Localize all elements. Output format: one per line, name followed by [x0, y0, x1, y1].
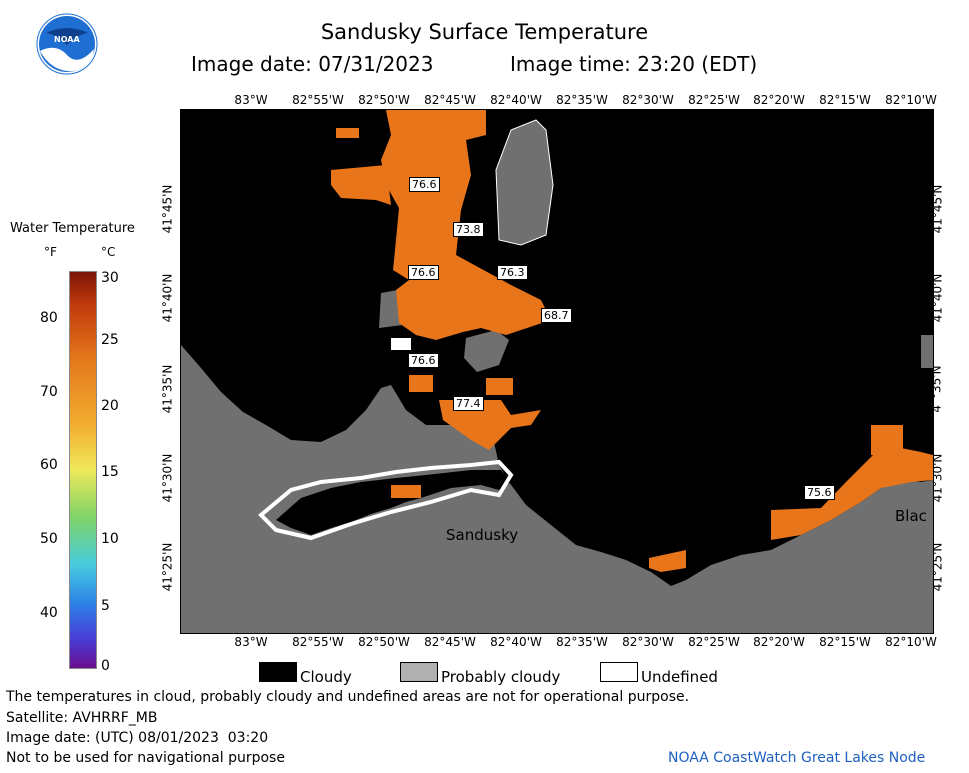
- map-panel: 76.6 73.8 76.6 76.3 68.7 76.6 77.4 75.6 …: [180, 109, 934, 634]
- image-time: Image time: 23:20 (EDT): [510, 52, 758, 76]
- warm-water: [381, 110, 551, 340]
- warm-water: [409, 375, 433, 392]
- warm-water: [439, 400, 541, 450]
- lon-label: 82°30'W: [622, 93, 674, 107]
- legend-swatch-cloudy: [259, 662, 297, 682]
- cb-c-tick: 10: [101, 531, 119, 547]
- temp-label: 76.6: [409, 177, 440, 192]
- warm-water: [871, 425, 903, 455]
- lon-label: 83°W: [234, 93, 268, 107]
- lon-label: 82°40'W: [490, 93, 542, 107]
- footer-disclaimer: The temperatures in cloud, probably clou…: [6, 689, 690, 705]
- cb-c-tick: 30: [101, 270, 119, 286]
- bay: [276, 470, 511, 535]
- warm-water: [336, 128, 359, 138]
- cb-f-tick: 80: [40, 310, 58, 326]
- temp-label: 76.6: [408, 265, 439, 280]
- lat-label: 41°25'N: [160, 542, 175, 592]
- temp-label: 77.4: [453, 396, 484, 411]
- cb-c-tick: 5: [101, 598, 110, 614]
- lon-label: 82°55'W: [292, 635, 344, 649]
- undefined-area: [391, 338, 411, 350]
- lon-label: 82°15'W: [819, 635, 871, 649]
- lon-label: 82°20'W: [753, 635, 805, 649]
- temp-label: 76.6: [408, 353, 439, 368]
- footer-credit: NOAA CoastWatch Great Lakes Node: [668, 750, 926, 766]
- place-label-black: Blac: [895, 507, 927, 525]
- cloud-patch: [464, 330, 509, 372]
- lon-label: 82°20'W: [753, 93, 805, 107]
- lon-label: 82°55'W: [292, 93, 344, 107]
- bay-outline: [258, 459, 514, 541]
- lon-label: 82°50'W: [358, 93, 410, 107]
- temp-label: 68.7: [541, 308, 572, 323]
- lat-label: 41°45'N: [160, 184, 175, 234]
- legend-swatch-probably-cloudy: [400, 662, 438, 682]
- place-label-sandusky: Sandusky: [446, 526, 519, 544]
- cloud-patch: [495, 119, 554, 246]
- page-title: Sandusky Surface Temperature: [320, 20, 649, 44]
- lon-label: 82°15'W: [819, 93, 871, 107]
- colorbar-unit-f: °F: [44, 245, 57, 259]
- colorbar-title: Water Temperature: [10, 221, 135, 236]
- temp-label: 76.3: [497, 265, 528, 280]
- lat-label: 41°35'N: [160, 364, 175, 414]
- lon-label: 82°45'W: [424, 635, 476, 649]
- lat-label: 41°30'N: [160, 453, 175, 503]
- footer-utc-date: Image date: (UTC) 08/01/2023 03:20: [6, 730, 269, 746]
- map-svg: [181, 110, 933, 633]
- warm-water: [391, 485, 421, 498]
- footer-satellite: Satellite: AVHRRF_MB: [6, 710, 158, 726]
- lat-label: 41°40'N: [160, 273, 175, 323]
- image-date: Image date: 07/31/2023: [191, 52, 434, 76]
- lon-label: 82°35'W: [556, 93, 608, 107]
- temp-label: 73.8: [453, 222, 484, 237]
- legend-label-undefined: Undefined: [641, 668, 718, 686]
- cloud-patch: [921, 335, 933, 368]
- legend-swatch-undefined: [600, 662, 638, 682]
- land-south-shore: [181, 345, 933, 633]
- lon-label: 82°45'W: [424, 93, 476, 107]
- warm-water: [649, 550, 686, 572]
- warm-water: [486, 378, 513, 395]
- temp-label: 75.6: [804, 485, 835, 500]
- warm-water: [771, 448, 933, 540]
- noaa-logo: NOAA: [36, 13, 98, 75]
- cb-f-tick: 40: [40, 605, 58, 621]
- lon-label: 82°10'W: [885, 93, 937, 107]
- cb-c-tick: 25: [101, 332, 119, 348]
- lon-label: 82°50'W: [358, 635, 410, 649]
- colorbar: [69, 271, 97, 669]
- colorbar-unit-c: °C: [101, 245, 116, 259]
- lon-label: 83°W: [234, 635, 268, 649]
- cb-c-tick: 0: [101, 658, 110, 674]
- cb-f-tick: 70: [40, 384, 58, 400]
- lon-label: 82°10'W: [885, 635, 937, 649]
- lon-label: 82°25'W: [688, 93, 740, 107]
- lon-label: 82°25'W: [688, 635, 740, 649]
- footer-nav-warning: Not to be used for navigational purpose: [6, 750, 285, 766]
- legend-label-cloudy: Cloudy: [300, 668, 352, 686]
- lon-label: 82°35'W: [556, 635, 608, 649]
- warm-water: [331, 165, 391, 205]
- logo-text: NOAA: [54, 35, 80, 44]
- cb-f-tick: 60: [40, 457, 58, 473]
- cb-f-tick: 50: [40, 531, 58, 547]
- cb-c-tick: 20: [101, 398, 119, 414]
- lon-label: 82°40'W: [490, 635, 542, 649]
- cb-c-tick: 15: [101, 464, 119, 480]
- lon-label: 82°30'W: [622, 635, 674, 649]
- legend-label-probably-cloudy: Probably cloudy: [441, 668, 561, 686]
